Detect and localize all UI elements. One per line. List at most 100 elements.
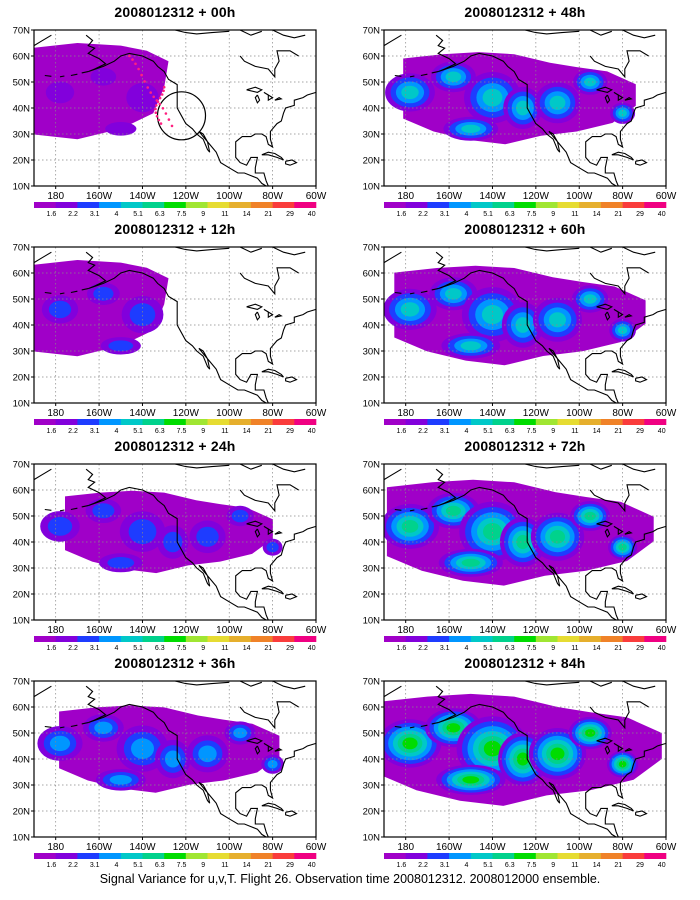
colorbar-label: 2.2: [68, 428, 78, 434]
variance-contour: [129, 303, 156, 327]
colorbar-swatch: [207, 419, 230, 425]
graticule: [384, 247, 667, 403]
colorbar-label: 1.6: [397, 862, 407, 868]
colorbar-swatch: [644, 853, 667, 859]
lon-tick-label: 180: [47, 842, 64, 853]
colorbar-swatch: [294, 636, 317, 642]
variance-contour: [231, 509, 249, 523]
colorbar-swatch: [272, 419, 295, 425]
colorbar-swatch: [99, 636, 122, 642]
variance-field: [385, 52, 636, 145]
colorbar-label: 2.2: [418, 428, 428, 434]
variance-contour: [481, 305, 504, 325]
colorbar-swatch: [250, 419, 273, 425]
colorbar-label: 9: [551, 645, 555, 651]
colorbar-label: 4: [114, 862, 118, 868]
colorbar-swatch: [644, 636, 667, 642]
lon-tick-label: 100W: [216, 408, 243, 419]
lat-tick-label: 50N: [363, 78, 381, 89]
variance-contour: [401, 520, 419, 533]
colorbar-label: 7.5: [177, 862, 187, 868]
colorbar-label: 6.3: [155, 645, 165, 651]
map-frame: [33, 246, 317, 404]
colorbar-swatch: [492, 636, 515, 642]
colorbar-swatch: [272, 853, 295, 859]
colorbar-label: 7.5: [527, 862, 537, 868]
colorbar-swatch: [99, 419, 122, 425]
lat-tick-label: 60N: [363, 52, 381, 63]
colorbar-label: 6.3: [155, 211, 165, 217]
lon-tick-label: 180: [47, 625, 64, 636]
flight-track-point: [149, 91, 152, 94]
colorbar-label: 21: [614, 645, 622, 651]
colorbar-swatch: [250, 636, 273, 642]
colorbar-swatch: [185, 636, 208, 642]
colorbar-label: 7.5: [177, 645, 187, 651]
flight-track-point: [170, 124, 174, 128]
graticule: [384, 464, 667, 620]
colorbar-swatch: [470, 636, 493, 642]
colorbar-swatch: [185, 202, 208, 208]
colorbar-swatch: [77, 636, 100, 642]
colorbar-label: 29: [286, 645, 294, 651]
panel-title: 2008012312 + 24h: [114, 438, 236, 454]
colorbar-label: 11: [571, 211, 578, 217]
panel-grid: 180 160W 140W 120W 100W 80W 60W 10N 20N 30N 40N 50N…: [13, 4, 677, 868]
lon-tick-label: 60W: [656, 842, 677, 853]
colorbar-label: 2.2: [418, 211, 428, 217]
colorbar-label: 3.1: [440, 211, 450, 217]
variance-contour: [401, 85, 419, 100]
map-canvas: 180 160W 140W 120W 100W 80W 60W 10N 20N 30N 40N 50N…: [363, 460, 677, 652]
colorbar-swatch: [142, 202, 165, 208]
map-frame: [383, 246, 667, 404]
lon-tick-label: 60W: [656, 408, 677, 419]
colorbar-label: 1.6: [47, 428, 57, 434]
panel-title: 2008012312 + 60h: [464, 221, 586, 237]
lat-tick-label: 50N: [363, 729, 381, 740]
lon-tick-label: 60W: [656, 625, 677, 636]
colorbar-label: 6.3: [505, 645, 515, 651]
map-canvas: 180 160W 140W 120W 100W 80W 60W 10N 20N 30N 40N 50N…: [363, 243, 677, 435]
colorbar-swatch: [557, 202, 580, 208]
variance-field: [384, 265, 646, 366]
colorbar-label: 2.2: [418, 645, 428, 651]
colorbar-label: 5.1: [483, 428, 493, 434]
variance-contour: [461, 124, 481, 133]
map-canvas: 180 160W 140W 120W 100W 80W 60W 10N 20N 30N 40N 50N…: [13, 460, 327, 652]
lat-tick-label: 20N: [13, 590, 31, 601]
lon-tick-label: 140W: [129, 191, 156, 202]
lat-tick-label: 10N: [363, 182, 381, 193]
lat-tick-label: 20N: [13, 807, 31, 818]
lon-tick-label: 80W: [262, 191, 283, 202]
variance-contour: [462, 776, 480, 784]
colorbar-swatch: [405, 419, 428, 425]
variance-contour: [128, 519, 157, 545]
lat-tick-label: 30N: [363, 130, 381, 141]
lat-tick-label: 60N: [363, 703, 381, 714]
panel-title: 2008012312 + 00h: [114, 4, 236, 20]
colorbar-swatch: [579, 202, 602, 208]
colorbar-label: 6.3: [155, 428, 165, 434]
colorbar-swatch: [449, 636, 472, 642]
colorbar-swatch: [294, 853, 317, 859]
colorbar-swatch: [427, 419, 450, 425]
variance-contour: [549, 530, 566, 544]
lat-tick-label: 10N: [363, 616, 381, 627]
colorbar-label: 3.1: [440, 428, 450, 434]
lon-tick-label: 100W: [216, 842, 243, 853]
lon-tick-label: 140W: [479, 191, 506, 202]
lat-tick-label: 60N: [13, 486, 31, 497]
colorbar-swatch: [557, 419, 580, 425]
colorbar-swatch: [557, 853, 580, 859]
lat-tick-label: 30N: [13, 130, 31, 141]
colorbar-swatch: [644, 202, 667, 208]
variance-contour: [400, 302, 420, 317]
coastline: [33, 246, 317, 404]
lon-tick-label: 140W: [129, 625, 156, 636]
flight-track-point: [157, 118, 161, 122]
colorbar-swatch: [384, 853, 406, 859]
lat-tick-label: 20N: [13, 373, 31, 384]
flight-track-point: [160, 93, 164, 96]
variance-field: [40, 490, 283, 574]
lat-tick-label: 10N: [363, 833, 381, 844]
